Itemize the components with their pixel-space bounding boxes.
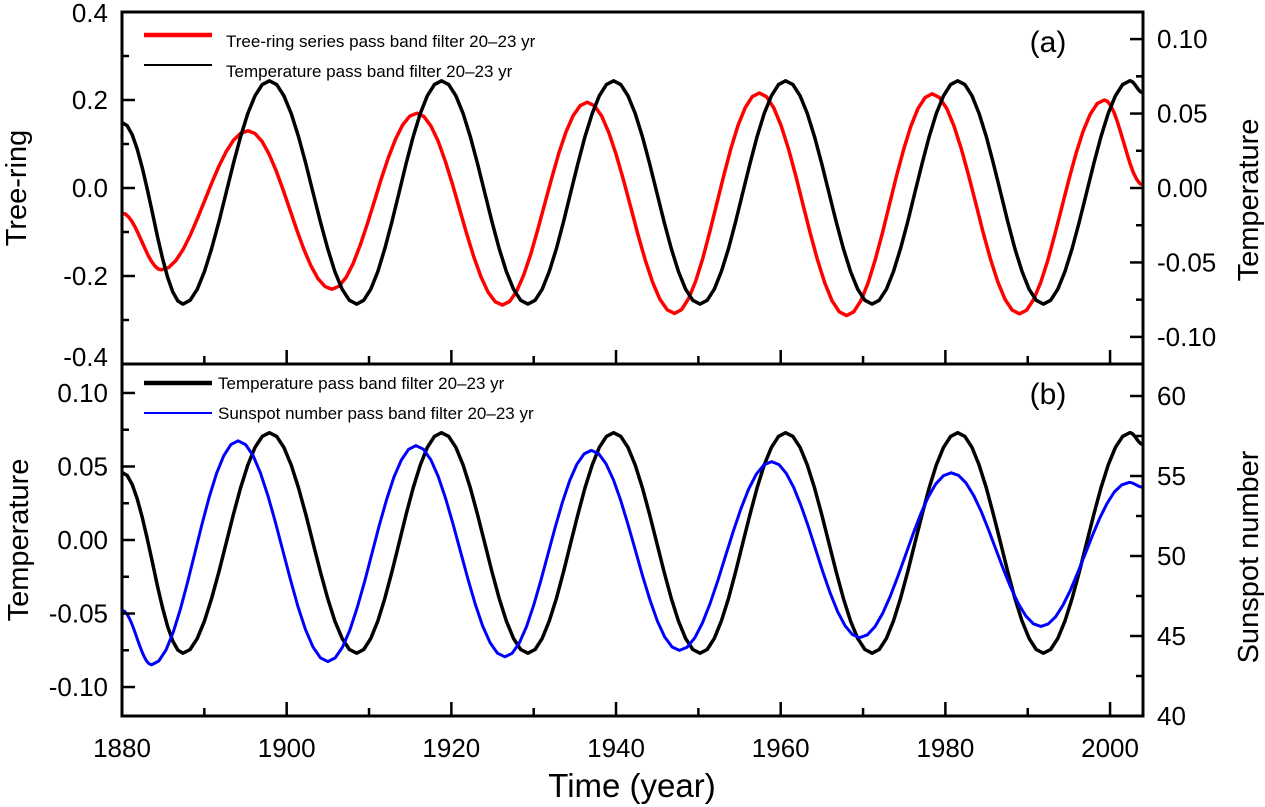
y-tick-label-right: 0.10 (1157, 24, 1208, 54)
y-tick-label-right: -0.05 (1157, 247, 1216, 277)
legend-label: Sunspot number pass band filter 20–23 yr (218, 404, 534, 423)
y-tick-label-right: 40 (1157, 701, 1186, 731)
series-line-secondary (121, 79, 1144, 306)
y-tick-label-left: 0.0 (72, 173, 108, 203)
y-tick-label-right: 0.00 (1157, 173, 1208, 203)
y-tick-label-right: 55 (1157, 461, 1186, 491)
x-tick-label: 2000 (1081, 733, 1139, 763)
legend-label: Temperature pass band filter 20–23 yr (218, 374, 505, 393)
y-tick-label-left: 0.10 (57, 378, 108, 408)
x-tick-label: 1960 (752, 733, 810, 763)
panel-b: 1880 1900 1920 1940 1960 1980 2000 Time (year) -… (3, 362, 1265, 804)
y-tick-label-left: -0.2 (63, 261, 108, 291)
y-axis-title-right: Sunspot number (1233, 450, 1265, 663)
y-tick-label-left: -0.10 (49, 672, 108, 702)
legend: Temperature pass band filter 20–23 yr Sun… (144, 374, 534, 423)
x-tick-label: 1900 (258, 733, 316, 763)
y-tick-label-left: 0.00 (57, 525, 108, 555)
y-axis-title-right: Temperature (1233, 119, 1265, 282)
y-tick-label-right: 60 (1157, 381, 1186, 411)
x-tick-label: 1980 (916, 733, 974, 763)
x-tick-label: 1920 (422, 733, 480, 763)
panel-label: (a) (1030, 26, 1067, 59)
y-tick-label-left: 0.2 (72, 85, 108, 115)
series-line-secondary (121, 439, 1144, 667)
legend: Tree-ring series pass band filter 20–23 … (144, 32, 536, 81)
x-tick-label: 1880 (93, 733, 151, 763)
y-tick-label-left: -0.05 (49, 599, 108, 629)
y-tick-label-right: 50 (1157, 541, 1186, 571)
x-tick-label: 1940 (587, 733, 645, 763)
y-tick-label-right: 0.05 (1157, 99, 1208, 129)
legend-label: Tree-ring series pass band filter 20–23 … (226, 32, 536, 51)
series-line-primary (121, 430, 1144, 655)
y-tick-label-left: -0.4 (63, 342, 108, 372)
y-axis-title-left: Temperature (3, 459, 35, 622)
legend-label: Temperature pass band filter 20–23 yr (226, 62, 513, 81)
panel-label: (b) (1030, 378, 1067, 411)
y-tick-label-right: 45 (1157, 621, 1186, 651)
y-tick-label-right: -0.10 (1157, 322, 1216, 352)
y-tick-label-left: 0.4 (72, 0, 108, 28)
x-axis-title: Time (year) (548, 767, 715, 804)
y-tick-label-left: 0.05 (57, 451, 108, 481)
panel-a: -0.4 -0.2 0.0 0.2 0.4 -0.10 -0.05 0.00 0.05 0.10 T… (1, 0, 1265, 372)
series-line-primary (121, 91, 1144, 318)
y-axis-title-left: Tree-ring (1, 130, 33, 247)
